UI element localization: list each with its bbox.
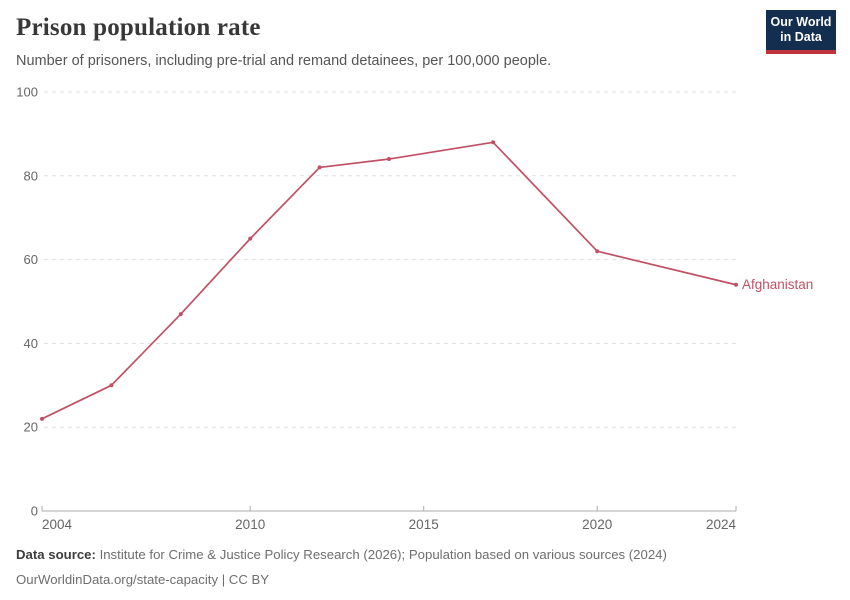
x-tick-label: 2020: [582, 517, 612, 532]
data-point-marker[interactable]: [595, 249, 600, 254]
y-tick-label: 40: [24, 336, 38, 351]
y-tick-label: 80: [24, 168, 38, 183]
chart-subtitle: Number of prisoners, including pre-trial…: [16, 53, 552, 69]
data-point-marker[interactable]: [491, 140, 496, 145]
data-point-marker[interactable]: [40, 416, 44, 421]
data-point-marker[interactable]: [248, 236, 253, 241]
y-tick-label: 0: [31, 504, 38, 519]
y-tick-label: 20: [24, 420, 38, 435]
data-point-marker[interactable]: [387, 157, 391, 162]
x-tick-label: 2015: [409, 517, 439, 532]
x-tick-label: 2024: [706, 517, 737, 532]
owid-logo[interactable]: Our World in Data: [766, 10, 836, 54]
x-tick-label: 2004: [42, 517, 73, 532]
data-source-text: Institute for Crime & Justice Policy Res…: [99, 547, 667, 562]
page-title: Prison population rate: [16, 14, 261, 41]
y-tick-label: 60: [24, 252, 38, 267]
data-point-marker[interactable]: [109, 383, 114, 388]
x-tick-label: 2010: [235, 517, 265, 532]
y-tick-label: 100: [16, 85, 38, 100]
data-source-line: Data source: Institute for Crime & Justi…: [16, 545, 667, 564]
chart-footer: Data source: Institute for Crime & Justi…: [16, 545, 667, 595]
logo-line1: Our World: [770, 15, 832, 29]
series-end-label[interactable]: Afghanistan: [742, 277, 813, 292]
data-source-label: Data source:: [16, 547, 96, 562]
logo-line2: in Data: [780, 30, 822, 45]
line-chart: 0 20 40 60 80 100 2004 2010 2015 2020 2024 Afghanis…: [16, 85, 813, 533]
footer-link-line[interactable]: OurWorldinData.org/state-capacity | CC B…: [16, 572, 270, 588]
data-point-marker[interactable]: [178, 312, 183, 317]
data-point-marker[interactable]: [734, 282, 738, 287]
series-line[interactable]: [41, 141, 737, 420]
data-point-marker[interactable]: [317, 165, 322, 170]
